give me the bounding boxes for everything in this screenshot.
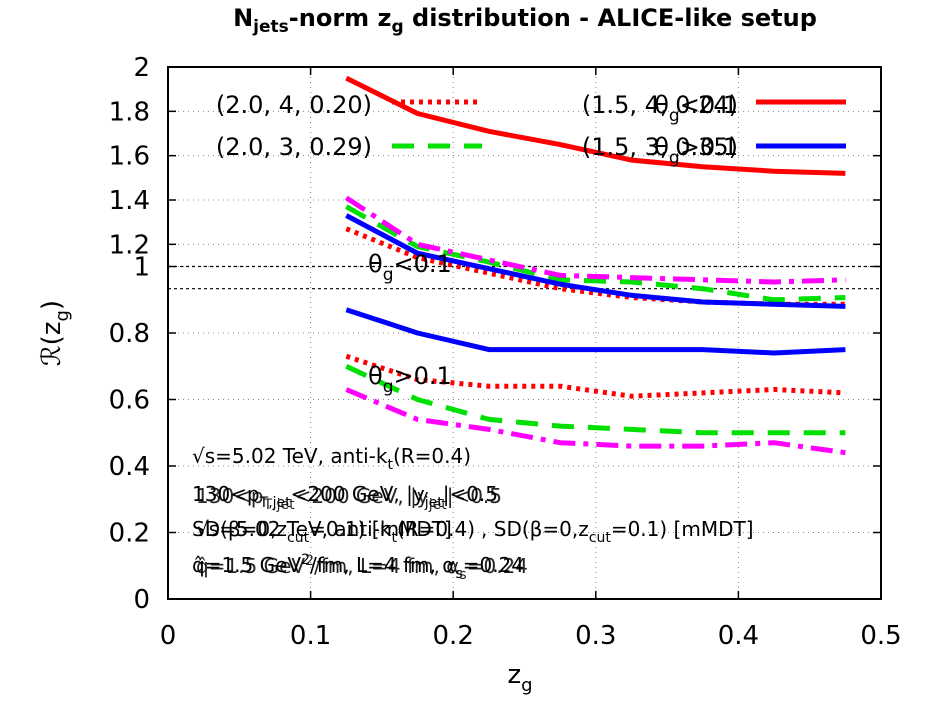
- series-line-solid-red: [345, 75, 846, 176]
- annotation-pt-cut-ghost: 130<pT,jet<200 GeV, |yjet|<0.5: [196, 484, 502, 513]
- annotations: √s=5.02 TeV, anti-kt(R=0.4) 130<pT,jet<2…: [192, 444, 754, 583]
- legend-label-green: (2.0, 3, 0.29): [216, 133, 372, 161]
- gridlines: [168, 66, 881, 599]
- annotation-sd: SD(β=0,zcut=0.1) [mMDT]: [192, 517, 452, 546]
- annotation-energy: √s=5.02 TeV, anti-kt(R=0.4): [192, 444, 471, 473]
- y-tick-label: 1.4: [109, 186, 150, 216]
- plot-frame: [167, 66, 882, 600]
- series-line-theta-g-less-than-0.1-3: [345, 213, 846, 309]
- legend-label-magenta: (1.5, 4, 0.24): [582, 91, 738, 119]
- annotation-qhat-ghost: q̂=1.5 GeV2/fm, L=4 fm, αs=0.24: [196, 553, 528, 583]
- legend-header-theta-gt: θg>0.1: [654, 133, 738, 168]
- annotation-pt-cut: 130<pT,jet<200 GeV, |yjet|<0.5: [192, 482, 498, 511]
- y-tick-label: 1: [133, 253, 150, 283]
- y-tick-label: 0.6: [109, 386, 150, 416]
- y-tick-label: 0.8: [109, 319, 150, 349]
- legend-entry-green: (2.0, 3, 0.29): [216, 133, 482, 161]
- x-tick-label: 0.5: [860, 621, 901, 651]
- axis-ticks: 0 0.1 0.2 0.3 0.4 0.5 1.2 1.4 1.6 1.8 2 0.2 0.4 0.6 0.…: [109, 53, 902, 651]
- series-line-theta-g-greater-than-0.1-3: [345, 307, 846, 356]
- y-axis-label: ℛ(zg): [37, 300, 73, 366]
- x-tick-label: 0.4: [718, 621, 759, 651]
- x-tick-label: 0.3: [575, 621, 616, 651]
- y-tick-label-zero: 0: [133, 585, 150, 615]
- legend-header-theta-lt: θg<0.1: [654, 91, 738, 126]
- y-tick-label: 1.6: [109, 142, 150, 172]
- legend-label-blue: (1.5, 3, 0.35): [582, 133, 738, 161]
- series-line-theta-g-greater-than-0.1-2: [345, 387, 846, 456]
- series-line-theta-g-less-than-0.1-2: [344, 195, 846, 285]
- x-axis-label: zg: [507, 660, 532, 696]
- legend-entry-red: (2.0, 4, 0.20): [216, 91, 482, 119]
- reference-lines: [168, 265, 881, 290]
- panel-label-theta-lt: θg<0.1: [368, 250, 452, 285]
- legend-entry-blue: (1.5, 3, 0.35) θg>0.1: [582, 133, 846, 168]
- series-layer: [344, 75, 846, 456]
- x-tick-label: 0.2: [433, 621, 474, 651]
- x-tick-label: 0: [160, 621, 177, 651]
- annotation-qhat: q̂=1.5 GeV2/fm, L=4 fm, αs=0.24: [192, 552, 524, 582]
- y-tick-label: 0.4: [109, 452, 150, 482]
- y-tick-label: 1.2: [109, 230, 150, 260]
- annotation-energy-sd: √s=5.02 TeV, anti-kt(R=0.4), SD(β=0,zcut…: [196, 517, 754, 546]
- series-line-theta-g-greater-than-0.1-1: [345, 364, 846, 436]
- legend: (2.0, 4, 0.20) (2.0, 3, 0.29) (1.5, 4, 0…: [216, 91, 846, 168]
- panel-label-theta-gt: θg>0.1: [368, 362, 452, 397]
- y-tick-label: 1.8: [109, 97, 150, 127]
- series-line-theta-g-greater-than-0.1-0: [345, 353, 846, 399]
- y-tick-label: 2: [133, 53, 150, 83]
- x-tick-label: 0.1: [290, 621, 331, 651]
- legend-entry-magenta: (1.5, 4, 0.24) θg<0.1: [582, 91, 846, 126]
- legend-label-red: (2.0, 4, 0.20): [216, 91, 372, 119]
- chart-title: Njets-norm zg distribution - ALICE-like …: [233, 4, 817, 37]
- y-tick-label: 0.2: [109, 519, 150, 549]
